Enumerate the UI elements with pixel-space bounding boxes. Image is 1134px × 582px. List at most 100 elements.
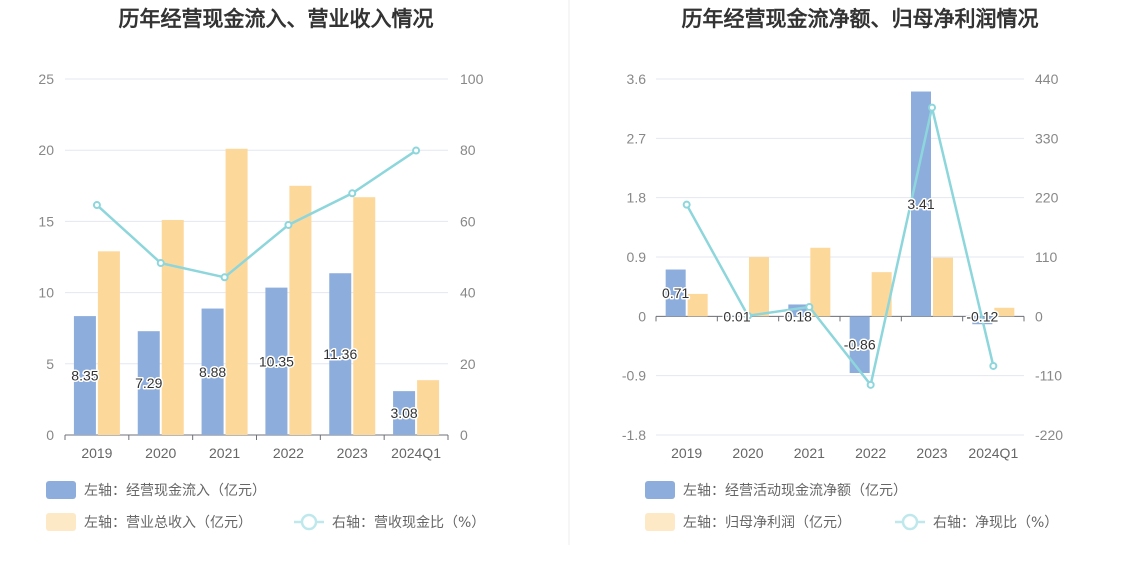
c1-x-tick-label: 2020 (145, 445, 176, 461)
c2-legend-swatch-a (645, 481, 675, 499)
c1-bar-a (137, 331, 160, 435)
c2-data-label: -0.12 (966, 308, 998, 324)
c2-bar-a (849, 316, 870, 374)
c1-data-label: 8.35 (71, 368, 98, 384)
c2-line-point (744, 311, 752, 320)
c2-left-tick-label: 3.6 (627, 71, 647, 87)
c2-line-point (805, 302, 814, 311)
c2-legend-label-a: 左轴：经营活动现金流净额（亿元） (683, 483, 907, 499)
c1-legend-swatch-a (46, 481, 76, 499)
c1-bar-b (417, 380, 440, 435)
c2-data-label: 0.71 (662, 285, 689, 301)
c2-right-tick-label: 0 (1035, 308, 1043, 324)
c1-legend-label-c: 右轴：营收现金比（%） (332, 515, 485, 531)
c2-x-tick-label: 2022 (855, 445, 886, 461)
c1-legend-label-a: 左轴：经营现金流入（亿元） (84, 483, 266, 499)
c1-data-label: 11.36 (323, 346, 357, 362)
c1-data-label: 8.88 (199, 364, 226, 380)
c1-x-tick-label: 2023 (337, 445, 368, 461)
c2-line-point (989, 361, 998, 370)
c1-left-tick-label: 5 (46, 356, 54, 372)
c2-line-point (866, 380, 875, 389)
c2-x-tick-label: 2019 (671, 445, 702, 461)
c2-left-tick-label: 0 (638, 308, 646, 324)
c1-line-point (348, 189, 357, 198)
c2-left-tick-label: 1.8 (627, 190, 647, 206)
c2-x-tick-label: 2020 (732, 445, 763, 461)
c1-bar-b (97, 251, 120, 435)
c1-left-tick-label: 25 (38, 71, 54, 87)
c1-right-tick-label: 80 (460, 142, 476, 158)
c2-right-tick-label: 220 (1035, 190, 1059, 206)
c2-data-label: 0.01 (723, 308, 750, 324)
c1-right-tick-label: 0 (460, 427, 468, 443)
c1-bar-b (225, 148, 248, 435)
c2-bar-b (933, 257, 953, 317)
c2-right-tick-label: 330 (1035, 130, 1059, 146)
c1-line-point (284, 220, 293, 229)
c2-right-tick-label: -110 (1035, 368, 1062, 384)
c1-data-label: 3.08 (390, 405, 417, 421)
c1-bar-b (353, 197, 376, 435)
c1-legend-marker (300, 513, 318, 531)
c2-bar-b (871, 272, 892, 317)
c2-legend-marker (901, 513, 919, 531)
c1-line-series (96, 149, 417, 279)
c2-bar-a (911, 91, 931, 317)
c1-left-tick-label: 0 (46, 427, 54, 443)
c1-line-point (156, 259, 165, 268)
c1-bar-b (161, 219, 184, 435)
c1-bar-a (73, 316, 96, 435)
c2-data-label: -0.86 (844, 337, 876, 353)
c1-bar-b (289, 185, 312, 435)
c2-line-point (682, 200, 691, 209)
c2-right-tick-label: -220 (1035, 427, 1063, 443)
c1-right-tick-label: 100 (460, 71, 484, 87)
c2-bar-b (994, 307, 1015, 317)
c2-bar-b (687, 293, 708, 317)
c1-left-tick-label: 20 (38, 142, 54, 158)
c1-left-tick-label: 10 (38, 285, 54, 301)
c2-data-label: 3.41 (907, 196, 934, 212)
c1-x-tick-label: 2022 (273, 445, 304, 461)
c1-chart: 历年经营现金流入、营业收入情况 0 5 10 15 20 25 0 20 40 60 80 100 201… (38, 7, 485, 531)
c1-right-tick-label: 20 (460, 356, 476, 372)
c2-bar-a (665, 269, 686, 317)
c2-bar-b (810, 247, 831, 317)
c2-right-tick-label: 110 (1035, 249, 1058, 265)
c2-left-tick-label: -0.9 (622, 368, 646, 384)
c1-bar-a (393, 391, 416, 435)
c2-line-point (928, 103, 936, 112)
c1-line-point (220, 273, 229, 282)
c2-right-tick-label: 440 (1035, 71, 1059, 87)
c2-bar-a (788, 304, 809, 317)
c1-left-tick-label: 15 (38, 213, 54, 229)
c2-legend-label-c: 右轴：净现比（%） (933, 515, 1058, 531)
c1-data-label: 7.29 (135, 375, 162, 391)
c2-data-label: 0.18 (785, 308, 812, 324)
c2-x-tick-label: 2023 (916, 445, 947, 461)
c2-bar-b (749, 257, 769, 317)
c2-title: 历年经营现金流净额、归母净利润情况 (682, 7, 1039, 31)
c2-x-tick-label: 2021 (794, 445, 825, 461)
c2-left-tick-label: -1.8 (622, 427, 646, 443)
c1-bar-a (265, 287, 288, 435)
c1-bar-a (329, 273, 352, 435)
c1-right-tick-label: 60 (460, 213, 476, 229)
c1-x-tick-label: 2019 (81, 445, 112, 461)
c1-title: 历年经营现金流入、营业收入情况 (119, 7, 434, 31)
c1-x-tick-label: 2021 (209, 445, 240, 461)
c1-line-point (92, 201, 101, 210)
c2-line-series (685, 107, 995, 388)
c2-bar-a (727, 315, 747, 317)
c1-x-tick-label: 2024Q1 (391, 445, 441, 461)
c2-chart: 历年经营现金流净额、归母净利润情况 -1.8 -0.9 0 0.9 1.8 2.7 3.6 -2… (622, 7, 1063, 531)
c2-legend-swatch-b (645, 513, 675, 531)
c1-bar-a (201, 308, 224, 435)
c2-legend-label-b: 左轴：归母净利润（亿元） (683, 514, 851, 531)
c1-legend-label-b: 左轴：营业总收入（亿元） (84, 515, 252, 531)
c2-left-tick-label: 2.7 (627, 130, 647, 146)
c1-line-point (412, 146, 421, 155)
c2-left-tick-label: 0.9 (627, 249, 647, 265)
